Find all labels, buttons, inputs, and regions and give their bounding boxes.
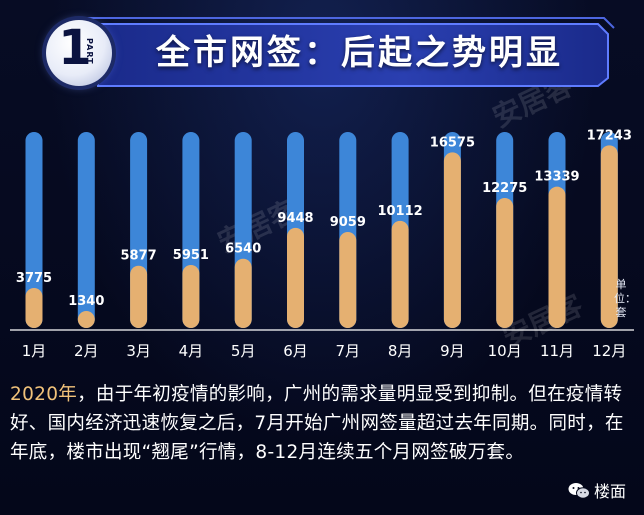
wechat-icon bbox=[568, 483, 590, 499]
x-tick-label: 7月 bbox=[335, 342, 361, 360]
x-tick-label: 9月 bbox=[440, 342, 465, 360]
monthly-signing-chart: 3775 1340 5877 5951 6540 9448 9059 10112 16575 12… bbox=[0, 110, 644, 370]
bar-10月 bbox=[496, 197, 514, 328]
x-tick-label: 6月 bbox=[283, 342, 308, 360]
bar-value-label: 9448 bbox=[277, 211, 313, 226]
bar-value-label: 5877 bbox=[121, 249, 157, 264]
bar-track bbox=[25, 132, 43, 328]
bar-value-label: 1340 bbox=[68, 294, 104, 309]
bar-12月 bbox=[600, 145, 618, 328]
x-axis-labels: 1月 2月 3月 4月 5月 6月 7月 8月 9月 10月 11月 12月 bbox=[0, 340, 644, 364]
bar-track bbox=[77, 132, 95, 328]
x-tick-label: 12月 bbox=[592, 342, 627, 360]
description-text: ，由于年初疫情的影响，广州的需求量明显受到抑制。但在疫情转好、国内经济迅速恢复之… bbox=[10, 384, 624, 463]
description-year: 2020年 bbox=[10, 384, 78, 405]
bar-1月 bbox=[25, 288, 43, 328]
bar-chart-svg: 3775 1340 5877 5951 6540 9448 9059 10112 16575 12… bbox=[10, 128, 634, 331]
brand-mark: 楼面 bbox=[568, 478, 642, 506]
bar-5月 bbox=[234, 258, 252, 328]
x-tick-label: 1月 bbox=[21, 342, 47, 360]
section-banner: 1 PART 全市网签：后起之势明显 bbox=[38, 14, 616, 92]
x-tick-label: 5月 bbox=[230, 342, 256, 360]
x-tick-label: 11月 bbox=[539, 342, 575, 360]
brand-name: 楼面 bbox=[594, 482, 627, 501]
bar-value-label: 10112 bbox=[377, 204, 422, 219]
x-tick-label: 3月 bbox=[126, 342, 151, 360]
bar-9月 bbox=[443, 152, 461, 328]
part-number: 1 bbox=[58, 20, 92, 76]
bar-value-label: 9059 bbox=[330, 215, 366, 230]
bar-value-label: 17243 bbox=[587, 128, 632, 143]
x-tick-label: 10月 bbox=[487, 342, 522, 360]
bar-2月 bbox=[77, 311, 95, 328]
part-label: PART bbox=[85, 38, 94, 65]
bar-value-label: 12275 bbox=[482, 181, 527, 196]
part-badge bbox=[46, 20, 112, 86]
bar-6月 bbox=[287, 227, 304, 328]
x-tick-label: 2月 bbox=[74, 342, 99, 360]
description-paragraph: 2020年，由于年初疫情的影响，广州的需求量明显受到抑制。但在疫情转好、国内经济… bbox=[10, 380, 638, 467]
bar-value-label: 13339 bbox=[534, 170, 579, 185]
bar-3月 bbox=[130, 265, 148, 328]
page-title: 全市网签：后起之势明显 bbox=[156, 33, 563, 73]
bar-value-label: 16575 bbox=[430, 135, 475, 150]
banner-shape bbox=[78, 17, 615, 87]
bar-8月 bbox=[391, 220, 409, 328]
bar-value-label: 5951 bbox=[173, 248, 209, 263]
x-tick-label: 4月 bbox=[178, 342, 204, 360]
bar-7月 bbox=[339, 232, 357, 328]
bar-4月 bbox=[182, 264, 200, 328]
bar-value-label: 6540 bbox=[225, 242, 261, 257]
x-tick-label: 8月 bbox=[387, 342, 413, 360]
bar-value-label: 3775 bbox=[16, 271, 52, 286]
unit-label: 单位：套 bbox=[614, 278, 636, 319]
bar-11月 bbox=[548, 186, 566, 328]
